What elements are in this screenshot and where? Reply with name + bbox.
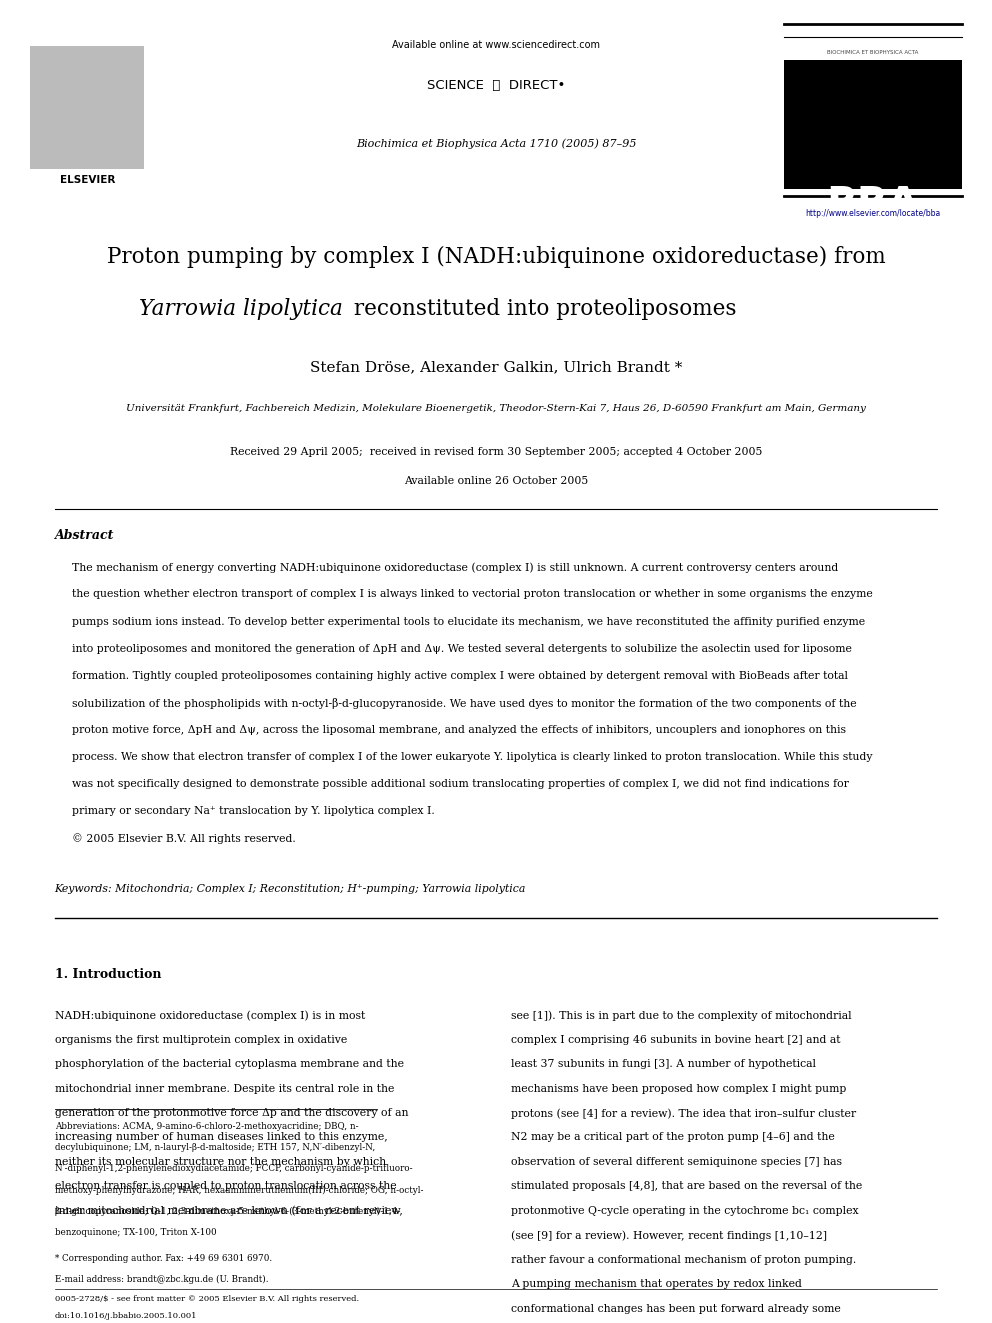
Text: rather favour a conformational mechanism of proton pumping.: rather favour a conformational mechanism…	[511, 1256, 856, 1265]
Text: conformational changes has been put forward already some: conformational changes has been put forw…	[511, 1304, 840, 1314]
Text: phosphorylation of the bacterial cytoplasma membrane and the: phosphorylation of the bacterial cytopla…	[55, 1060, 404, 1069]
Text: A pumping mechanism that operates by redox linked: A pumping mechanism that operates by red…	[511, 1279, 802, 1290]
Text: electron transfer is coupled to proton translocation across the: electron transfer is coupled to proton t…	[55, 1181, 396, 1192]
Text: Biochimica et Biophysica Acta 1710 (2005) 87–95: Biochimica et Biophysica Acta 1710 (2005…	[356, 139, 636, 149]
Text: 0005-2728/$ - see front matter © 2005 Elsevier B.V. All rights reserved.: 0005-2728/$ - see front matter © 2005 El…	[55, 1295, 359, 1303]
Text: doi:10.1016/j.bbabio.2005.10.001: doi:10.1016/j.bbabio.2005.10.001	[55, 1312, 197, 1320]
Text: ELSEVIER: ELSEVIER	[60, 175, 115, 185]
Text: Available online 26 October 2005: Available online 26 October 2005	[404, 476, 588, 487]
Text: 1. Introduction: 1. Introduction	[55, 968, 161, 980]
Text: mitochondrial inner membrane. Despite its central role in the: mitochondrial inner membrane. Despite it…	[55, 1084, 394, 1094]
Text: the question whether electron transport of complex I is always linked to vectori: the question whether electron transport …	[72, 590, 873, 599]
Text: see [1]). This is in part due to the complexity of mitochondrial: see [1]). This is in part due to the com…	[511, 1011, 851, 1020]
Text: generation of the protonmotive force Δp and the discovery of an: generation of the protonmotive force Δp …	[55, 1109, 408, 1118]
Text: increasing number of human diseases linked to this enzyme,: increasing number of human diseases link…	[55, 1132, 387, 1143]
Text: protonmotive Q-cycle operating in the cytochrome bc₁ complex: protonmotive Q-cycle operating in the cy…	[511, 1207, 858, 1216]
Text: decylubiquinone; LM, n-lauryl-β-d-maltoside; ETH 157, N,N′-dibenzyl-N,: decylubiquinone; LM, n-lauryl-β-d-maltos…	[55, 1143, 375, 1152]
Bar	[30, 46, 144, 169]
Text: Universität Frankfurt, Fachbereich Medizin, Molekulare Bioenergetik, Theodor-Ste: Universität Frankfurt, Fachbereich Mediz…	[126, 404, 866, 413]
Text: Abstract: Abstract	[55, 529, 114, 542]
Text: Stefan Dröse, Alexander Galkin, Ulrich Brandt *: Stefan Dröse, Alexander Galkin, Ulrich B…	[310, 360, 682, 374]
Text: E-mail address: brandt@zbc.kgu.de (U. Brandt).: E-mail address: brandt@zbc.kgu.de (U. Br…	[55, 1275, 268, 1285]
Text: mechanisms have been proposed how complex I might pump: mechanisms have been proposed how comple…	[511, 1084, 846, 1094]
Text: Keywords: Mitochondria; Complex I; Reconstitution; H⁺-pumping; Yarrowia lipolyti: Keywords: Mitochondria; Complex I; Recon…	[55, 884, 526, 894]
Text: methoxy-phenylhydrazone; HAR, hexaammineruthenium(III)-chloride; OG, n-octyl-: methoxy-phenylhydrazone; HAR, hexaammine…	[55, 1185, 423, 1195]
Text: least 37 subunits in fungi [3]. A number of hypothetical: least 37 subunits in fungi [3]. A number…	[511, 1060, 815, 1069]
Text: http://www.elsevier.com/locate/bba: http://www.elsevier.com/locate/bba	[806, 209, 940, 218]
Text: benzoquinone; TX-100, Triton X-100: benzoquinone; TX-100, Triton X-100	[55, 1228, 216, 1237]
Text: NADH:ubiquinone oxidoreductase (complex I) is in most: NADH:ubiquinone oxidoreductase (complex …	[55, 1011, 365, 1020]
Text: protons (see [4] for a review). The idea that iron–sulfur cluster: protons (see [4] for a review). The idea…	[511, 1109, 856, 1118]
Text: into proteoliposomes and monitored the generation of ΔpH and Δψ. We tested sever: into proteoliposomes and monitored the g…	[72, 643, 852, 654]
Text: solubilization of the phospholipids with n-octyl-β-d-glucopyranoside. We have us: solubilization of the phospholipids with…	[72, 697, 857, 709]
Text: reconstituted into proteoliposomes: reconstituted into proteoliposomes	[347, 298, 737, 320]
Text: process. We show that electron transfer of complex I of the lower eukaryote Y. l: process. We show that electron transfer …	[72, 751, 873, 762]
Text: (see [9] for a review). However, recent findings [1,10–12]: (see [9] for a review). However, recent …	[511, 1230, 827, 1241]
Text: formation. Tightly coupled proteoliposomes containing highly active complex I we: formation. Tightly coupled proteoliposom…	[72, 671, 848, 681]
Text: BIOCHIMICA ET BIOPHYSICA ACTA: BIOCHIMICA ET BIOPHYSICA ACTA	[827, 50, 919, 56]
Text: neither its molecular structure nor the mechanism by which: neither its molecular structure nor the …	[55, 1156, 386, 1167]
Text: β-d-glucopyranoside; Q-1, 2,3-dimethoxy-5-methyl-6-(3-methyl-2-butenyl)-1,4-: β-d-glucopyranoside; Q-1, 2,3-dimethoxy-…	[55, 1207, 400, 1216]
Text: The mechanism of energy converting NADH:ubiquinone oxidoreductase (complex I) is: The mechanism of energy converting NADH:…	[72, 562, 838, 573]
Text: organisms the first multiprotein complex in oxidative: organisms the first multiprotein complex…	[55, 1035, 347, 1045]
Text: Available online at www.sciencedirect.com: Available online at www.sciencedirect.co…	[392, 40, 600, 50]
Text: Proton pumping by complex I (NADH:ubiquinone oxidoreductase) from: Proton pumping by complex I (NADH:ubiqui…	[106, 246, 886, 269]
Text: complex I comprising 46 subunits in bovine heart [2] and at: complex I comprising 46 subunits in bovi…	[511, 1035, 840, 1045]
Text: proton motive force, ΔpH and Δψ, across the liposomal membrane, and analyzed the: proton motive force, ΔpH and Δψ, across …	[72, 725, 846, 736]
Text: N2 may be a critical part of the proton pump [4–6] and the: N2 may be a critical part of the proton …	[511, 1132, 834, 1143]
Text: Abbreviations: ACMA, 9-amino-6-chloro-2-methoxyacridine; DBQ, n-: Abbreviations: ACMA, 9-amino-6-chloro-2-…	[55, 1122, 358, 1131]
Text: Yarrowia lipolytica: Yarrowia lipolytica	[139, 298, 343, 320]
Text: observation of several different semiquinone species [7] has: observation of several different semiqui…	[511, 1156, 842, 1167]
Bar	[784, 60, 962, 189]
Text: primary or secondary Na⁺ translocation by Y. lipolytica complex I.: primary or secondary Na⁺ translocation b…	[72, 806, 435, 816]
Text: stimulated proposals [4,8], that are based on the reversal of the: stimulated proposals [4,8], that are bas…	[511, 1181, 862, 1192]
Text: was not specifically designed to demonstrate possible additional sodium transloc: was not specifically designed to demonst…	[72, 779, 849, 790]
Text: N′-diphenyl-1,2-phenylenedioxydiacetamide; FCCP, carbonyl-cyanide-p-trifluoro-: N′-diphenyl-1,2-phenylenedioxydiacetamid…	[55, 1164, 413, 1174]
Text: inner mitochondrial membrane are known (for a recent review,: inner mitochondrial membrane are known (…	[55, 1207, 403, 1216]
Text: pumps sodium ions instead. To develop better experimental tools to elucidate its: pumps sodium ions instead. To develop be…	[72, 617, 866, 627]
Text: © 2005 Elsevier B.V. All rights reserved.: © 2005 Elsevier B.V. All rights reserved…	[72, 833, 297, 844]
Text: BBA: BBA	[826, 185, 920, 225]
Text: Received 29 April 2005;  received in revised form 30 September 2005; accepted 4 : Received 29 April 2005; received in revi…	[230, 447, 762, 458]
Text: * Corresponding author. Fax: +49 69 6301 6970.: * Corresponding author. Fax: +49 69 6301…	[55, 1254, 272, 1263]
Text: SCIENCE  ⓐ  DIRECT•: SCIENCE ⓐ DIRECT•	[427, 79, 565, 93]
